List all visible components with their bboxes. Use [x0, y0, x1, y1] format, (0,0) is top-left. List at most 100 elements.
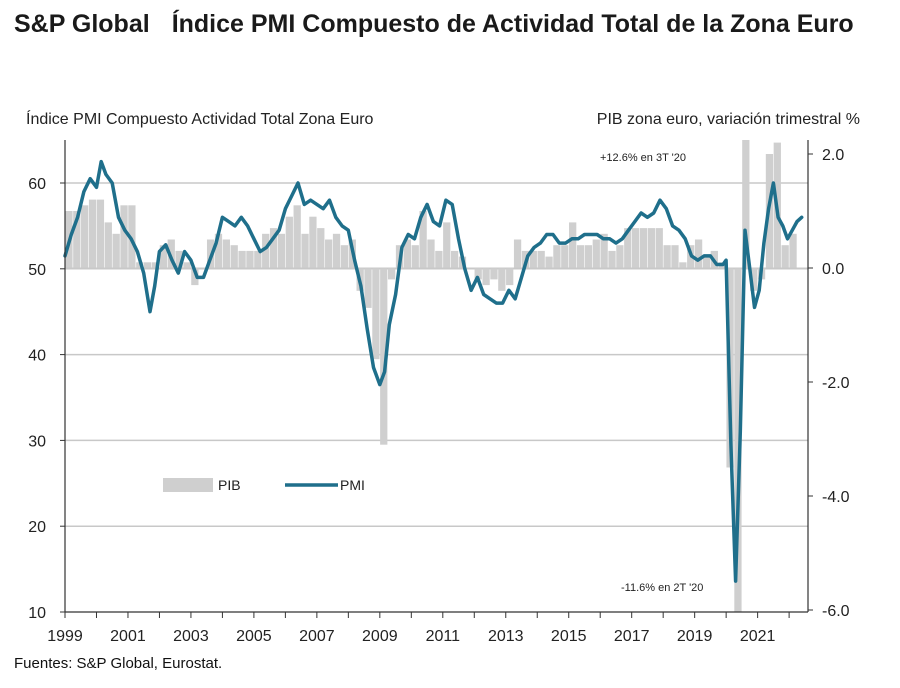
- right-tick-label: -4.0: [822, 489, 850, 506]
- x-tick-label: 2019: [677, 628, 713, 645]
- gdp-bar: [262, 233, 270, 268]
- gdp-bar: [372, 268, 380, 360]
- gdp-bar: [301, 233, 309, 268]
- gdp-bar: [388, 268, 396, 280]
- gdp-bar: [403, 239, 412, 268]
- x-tick-label: 2005: [236, 628, 272, 645]
- gdp-bar: [112, 233, 120, 268]
- x-tick-label: 2015: [551, 628, 587, 645]
- gdp-bar: [246, 250, 254, 268]
- left-tick-label: 10: [28, 605, 46, 622]
- brand-name: S&P Global: [14, 10, 150, 38]
- annotation-gdp-low: -11.6% en 2T '20: [621, 582, 703, 594]
- gdp-bar: [73, 211, 81, 268]
- annotation-gdp-high: +12.6% en 3T '20: [600, 152, 686, 164]
- chart-legend: PIB PMI: [163, 477, 365, 493]
- gdp-bar: [742, 140, 750, 268]
- left-tick-label: 20: [28, 519, 46, 536]
- gdp-bar: [608, 250, 616, 268]
- gdp-bar: [750, 268, 758, 291]
- x-tick-label: 2011: [426, 628, 461, 645]
- gdp-bar: [553, 245, 561, 268]
- source-note: Fuentes: S&P Global, Eurostat.: [14, 655, 223, 672]
- pmi-series-line: [63, 159, 804, 583]
- gdp-bar: [513, 239, 522, 268]
- gdp-bar: [285, 216, 293, 268]
- x-tick-labels: 1999 2001 2003 2005 2007 2009 2011 2013 2015 2017…: [47, 612, 790, 645]
- gdp-bar: [576, 245, 585, 268]
- gdp-bar: [238, 250, 246, 268]
- gdp-bar: [569, 222, 577, 268]
- gdp-bar: [191, 268, 199, 286]
- right-tick-label: 2.0: [822, 147, 844, 164]
- gdp-bar: [506, 268, 514, 286]
- gdp-bar: [325, 239, 333, 268]
- gdp-bar: [120, 205, 128, 268]
- chart-title: S&P Global Índice PMI Compuesto de Activi…: [14, 8, 884, 41]
- gdp-bar: [222, 239, 230, 268]
- left-tick-label: 60: [28, 176, 46, 193]
- gdp-bar: [427, 239, 435, 268]
- gdp-bar: [364, 268, 372, 308]
- gdp-bar: [537, 250, 545, 268]
- left-tick-labels: 10 20 30 40 50 60: [28, 176, 65, 622]
- gdp-bar: [214, 233, 223, 268]
- title-text: Índice PMI Compuesto de Actividad Total …: [171, 10, 854, 38]
- gdp-bar: [151, 262, 160, 268]
- gdp-bar: [498, 268, 506, 291]
- right-tick-label: -6.0: [822, 603, 850, 620]
- gdp-bar: [694, 239, 703, 268]
- gdp-bar: [309, 216, 317, 268]
- legend-pib-label: PIB: [218, 477, 241, 493]
- gdp-bar: [340, 245, 349, 268]
- right-tick-label: -2.0: [822, 375, 850, 392]
- left-axis-label: Índice PMI Compuesto Actividad Total Zon…: [26, 109, 374, 128]
- gdp-bar: [380, 268, 388, 445]
- gdp-bar: [167, 239, 175, 268]
- gdp-bar: [254, 250, 262, 268]
- gdp-bar: [419, 211, 427, 268]
- left-tick-label: 40: [28, 348, 46, 365]
- gdp-bar: [175, 250, 183, 268]
- gdp-bar: [592, 239, 600, 268]
- right-tick-label: 0.0: [822, 261, 844, 278]
- gdp-bar: [616, 245, 624, 268]
- gdp-bar: [293, 205, 301, 268]
- gdp-bar: [104, 222, 112, 268]
- gdp-bar: [631, 228, 640, 268]
- x-tick-label: 2017: [614, 628, 650, 645]
- gdp-bar: [269, 228, 278, 268]
- right-axis-label: PIB zona euro, variación trimestral %: [597, 111, 860, 128]
- gdp-bar: [128, 205, 136, 268]
- gdp-bar: [443, 222, 451, 268]
- grid-lines: [65, 182, 808, 527]
- gdp-bar: [655, 228, 663, 268]
- gdp-bar: [183, 262, 191, 268]
- x-tick-label: 2021: [740, 628, 776, 645]
- legend-pib-swatch: [163, 478, 213, 492]
- gdp-bar: [600, 233, 608, 268]
- gdp-bar: [561, 245, 569, 268]
- gdp-bar: [332, 233, 341, 268]
- gdp-bar: [88, 199, 97, 268]
- gdp-bar: [781, 245, 789, 268]
- gdp-bar: [789, 233, 797, 268]
- gdp-bar: [529, 250, 537, 268]
- x-tick-label: 2009: [362, 628, 398, 645]
- gdp-bar: [624, 228, 632, 268]
- gdp-bar: [639, 228, 648, 268]
- gdp-bar: [277, 233, 286, 268]
- legend-pmi-label: PMI: [340, 477, 365, 493]
- left-tick-label: 30: [28, 433, 46, 450]
- gdp-bar: [435, 250, 443, 268]
- gdp-bar: [411, 245, 419, 268]
- gdp-bar: [647, 228, 656, 268]
- x-tick-label: 2003: [173, 628, 209, 645]
- gdp-bar: [317, 228, 325, 268]
- gdp-bar: [159, 245, 168, 268]
- x-tick-label: 1999: [47, 628, 83, 645]
- gdp-bar: [144, 262, 152, 268]
- gdp-bar: [702, 256, 711, 268]
- gdp-bar: [230, 245, 238, 268]
